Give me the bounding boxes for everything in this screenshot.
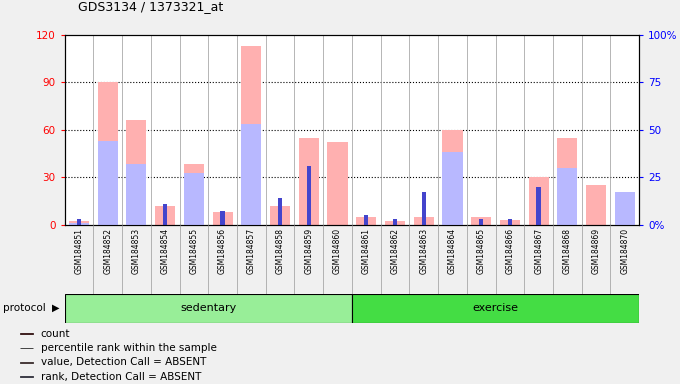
Bar [155,206,175,225]
Bar [328,142,347,225]
Bar [422,192,426,225]
Text: GSM184852: GSM184852 [103,228,112,274]
Bar [558,137,577,225]
Text: GSM184864: GSM184864 [448,228,457,274]
Text: GSM184868: GSM184868 [563,228,572,274]
Text: GSM184859: GSM184859 [305,228,313,274]
Text: GSM184860: GSM184860 [333,228,342,274]
Bar [213,212,233,225]
Bar [413,217,434,225]
Text: GSM184858: GSM184858 [275,228,284,274]
Bar [356,217,376,225]
Bar [184,164,204,225]
Bar [126,164,146,225]
Bar [77,219,81,225]
Bar [184,173,204,225]
Bar [20,333,33,334]
Text: percentile rank within the sample: percentile rank within the sample [41,343,217,353]
Text: GSM184853: GSM184853 [132,228,141,274]
Bar [479,219,483,225]
Bar [364,215,369,225]
Text: GDS3134 / 1373321_at: GDS3134 / 1373321_at [78,0,224,13]
Bar [126,120,146,225]
Text: GSM184863: GSM184863 [420,228,428,274]
Text: value, Detection Call = ABSENT: value, Detection Call = ABSENT [41,358,206,367]
Bar [500,220,520,225]
Text: GSM184870: GSM184870 [620,228,629,274]
Bar [508,219,512,225]
Bar [20,362,33,363]
Text: GSM184862: GSM184862 [390,228,399,274]
Bar [471,217,491,225]
Text: GSM184865: GSM184865 [477,228,486,274]
Bar [278,198,282,225]
Bar [270,206,290,225]
Bar [20,376,33,377]
Bar [69,222,89,225]
Text: GSM184869: GSM184869 [592,228,600,274]
Bar [65,294,352,323]
Text: GSM184867: GSM184867 [534,228,543,274]
Bar [615,192,635,225]
Text: exercise: exercise [473,303,519,313]
Text: sedentary: sedentary [180,303,237,313]
Bar [385,222,405,225]
Bar [443,152,462,225]
Bar [241,46,261,225]
Bar [98,82,118,225]
Bar [528,177,549,225]
Bar [393,219,397,225]
Text: GSM184854: GSM184854 [160,228,169,274]
Text: protocol: protocol [3,303,46,313]
Text: ▶: ▶ [52,303,60,313]
Bar [443,130,462,225]
Text: GSM184851: GSM184851 [75,228,84,274]
Text: GSM184855: GSM184855 [190,228,199,274]
Bar [352,294,639,323]
Text: GSM184857: GSM184857 [247,228,256,274]
Bar [558,168,577,225]
Bar [586,185,606,225]
Bar [537,187,541,225]
Text: rank, Detection Call = ABSENT: rank, Detection Call = ABSENT [41,372,201,382]
Bar [98,141,118,225]
Text: GSM184861: GSM184861 [362,228,371,274]
Bar [69,223,89,225]
Bar [299,137,319,225]
Text: GSM184866: GSM184866 [505,228,514,274]
Bar [220,211,225,225]
Bar [163,204,167,225]
Bar [241,124,261,225]
Bar [307,166,311,225]
Text: count: count [41,329,70,339]
Text: GSM184856: GSM184856 [218,228,227,274]
Bar [615,201,635,225]
